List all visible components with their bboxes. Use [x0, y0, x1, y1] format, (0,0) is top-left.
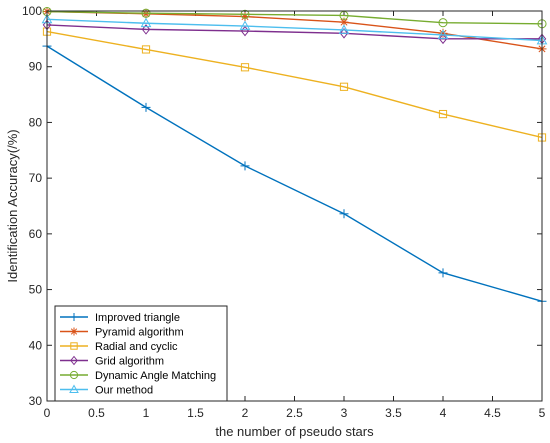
data-point — [438, 33, 448, 45]
data-point — [141, 8, 151, 18]
series-5 — [41, 13, 548, 45]
marker-circle — [69, 370, 79, 380]
legend-label: Our method — [95, 385, 153, 397]
series-line — [46, 10, 543, 25]
series-line — [46, 18, 543, 42]
data-point — [338, 24, 350, 34]
legend-entry: Our method — [60, 384, 153, 397]
data-point — [339, 82, 349, 91]
y-tick-label: 50 — [29, 283, 43, 297]
data-point — [141, 24, 151, 35]
marker-diamond — [339, 27, 349, 39]
x-tick-labels: 0 0.5 1 1.5 2 2.5 3 3.5 4 4.5 5 — [44, 406, 546, 420]
data-point — [438, 268, 448, 278]
y-tick-label: 80 — [29, 115, 43, 129]
plot-frame — [46, 10, 543, 402]
series-0 — [42, 41, 547, 306]
marker-square — [141, 45, 151, 54]
x-tick-label: 3.5 — [385, 406, 402, 420]
legend: Improved triangle Pyramid algorithm Radial… — [54, 305, 228, 402]
series-layer — [41, 7, 548, 306]
legend-entry: Improved triangle — [60, 312, 180, 324]
y-tick-label: 70 — [29, 171, 43, 185]
y-tick-label: 60 — [29, 227, 43, 241]
x-tick-label: 1 — [143, 406, 150, 420]
legend-label: Radial and cyclic — [95, 341, 178, 353]
x-tick-label: 4.5 — [484, 406, 501, 420]
legend-label: Dynamic Angle Matching — [95, 370, 216, 382]
marker-triangle — [239, 20, 251, 30]
data-point — [140, 17, 152, 28]
data-point — [438, 18, 448, 28]
y-tick-label: 100 — [22, 4, 42, 18]
marker-square — [70, 342, 78, 350]
legend-entry: Grid algorithm — [60, 356, 164, 368]
data-point — [339, 209, 349, 219]
data-point — [141, 102, 151, 112]
data-point — [438, 109, 448, 119]
data-point — [339, 27, 349, 39]
legend-entry: Dynamic Angle Matching — [60, 370, 216, 382]
data-point — [240, 161, 250, 171]
marker-circle — [240, 9, 250, 19]
series-line — [46, 24, 542, 40]
x-axis-label: the number of pseudo stars — [215, 424, 374, 439]
y-tick-label: 40 — [29, 338, 43, 352]
y-tick-label: 30 — [29, 394, 43, 408]
x-tick-label: 2 — [242, 406, 249, 420]
data-point — [240, 9, 250, 19]
legend-entry: Pyramid algorithm — [60, 327, 184, 339]
x-tick-label: 3 — [341, 406, 348, 420]
marker-square — [240, 63, 250, 72]
legend-label: Pyramid algorithm — [95, 327, 184, 339]
series-4 — [42, 7, 547, 29]
marker-square — [339, 82, 349, 91]
legend-label: Improved triangle — [95, 312, 180, 324]
legend-box — [54, 305, 228, 402]
y-axis-label: Identification Accuracy(/%) — [5, 129, 20, 282]
x-tick-label: 1.5 — [187, 406, 204, 420]
data-point — [141, 45, 151, 54]
marker-triangle — [437, 29, 449, 39]
x-tick-label: 5 — [539, 406, 546, 420]
marker-diamond — [70, 355, 78, 366]
marker-diamond — [141, 24, 151, 35]
marker-diamond — [438, 33, 448, 45]
x-tick-label: 0.5 — [88, 406, 105, 420]
y-tick-label: 90 — [29, 60, 43, 74]
x-tick-label: 0 — [44, 406, 51, 420]
legend-entry: Radial and cyclic — [60, 341, 178, 353]
data-point — [239, 20, 251, 30]
series-line — [46, 30, 543, 139]
data-point — [437, 29, 449, 39]
marker-triangle — [140, 17, 152, 28]
series-line — [46, 45, 543, 302]
marker-square — [438, 109, 448, 119]
marker-triangle — [338, 24, 350, 34]
marker-circle — [438, 18, 448, 28]
marker-circle — [141, 8, 151, 18]
legend-label: Grid algorithm — [95, 356, 164, 368]
y-tick-labels: 30 40 50 60 70 80 90 100 — [22, 4, 42, 408]
marker-triangle — [69, 384, 79, 393]
x-tick-label: 4 — [440, 406, 447, 420]
x-tick-label: 2.5 — [286, 406, 303, 420]
data-point — [240, 63, 250, 72]
